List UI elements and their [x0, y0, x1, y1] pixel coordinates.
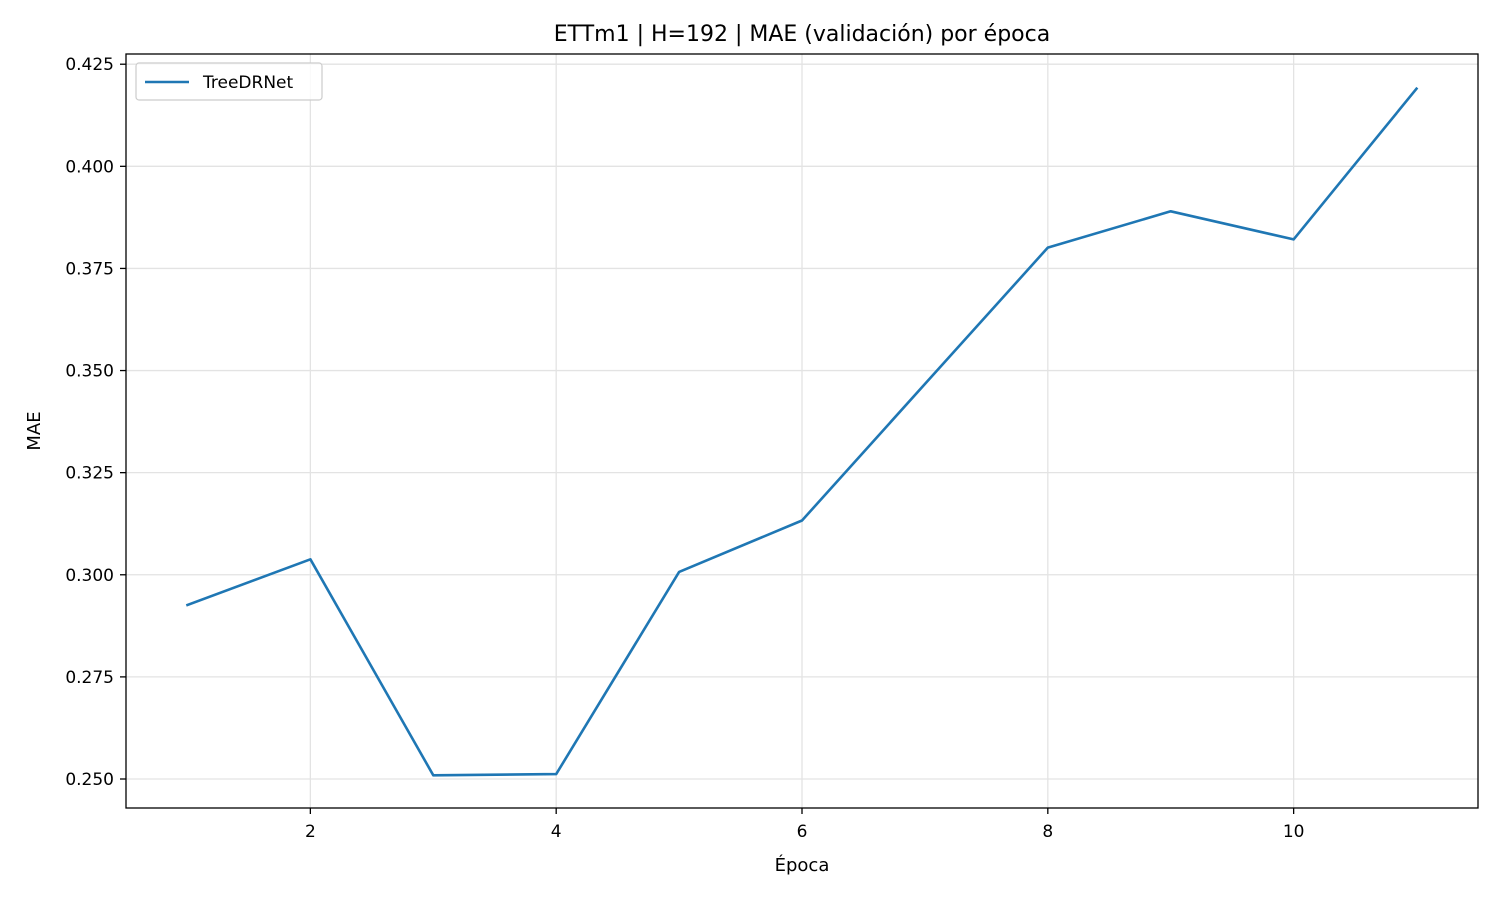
y-tick-label: 0.350	[65, 362, 114, 382]
y-axis-label: MAE	[24, 411, 45, 450]
y-tick-label: 0.300	[65, 566, 114, 586]
x-tick-label: 10	[1283, 822, 1305, 842]
series-line-treedrnet	[185, 86, 1419, 777]
series-layer	[185, 86, 1419, 777]
y-tick-label: 0.425	[65, 55, 114, 75]
legend-box	[135, 62, 323, 101]
y-tick-label: 0.275	[65, 668, 114, 688]
x-tick-label: 8	[1042, 822, 1053, 842]
y-tick-label: 0.375	[65, 259, 114, 279]
chart-title: ETTm1 | H=192 | MAE (validación) por épo…	[554, 22, 1050, 47]
x-tick-label: 2	[305, 822, 316, 842]
legend-label-treedrnet: TreeDRNet	[202, 73, 293, 93]
legend: TreeDRNet	[135, 62, 323, 101]
y-tick-label: 0.400	[65, 157, 114, 177]
y-tick-label: 0.325	[65, 464, 114, 484]
grid-lines	[126, 54, 1478, 808]
x-axis-ticks: 2 4 6 8 10	[305, 808, 1305, 842]
x-tick-label: 6	[797, 822, 808, 842]
y-tick-label: 0.250	[65, 770, 114, 790]
x-tick-label: 4	[551, 822, 562, 842]
x-axis-label: Época	[775, 854, 830, 876]
y-axis-ticks: 0.250 0.275 0.300 0.325 0.350 0.375 0.400 0.425	[65, 55, 126, 790]
